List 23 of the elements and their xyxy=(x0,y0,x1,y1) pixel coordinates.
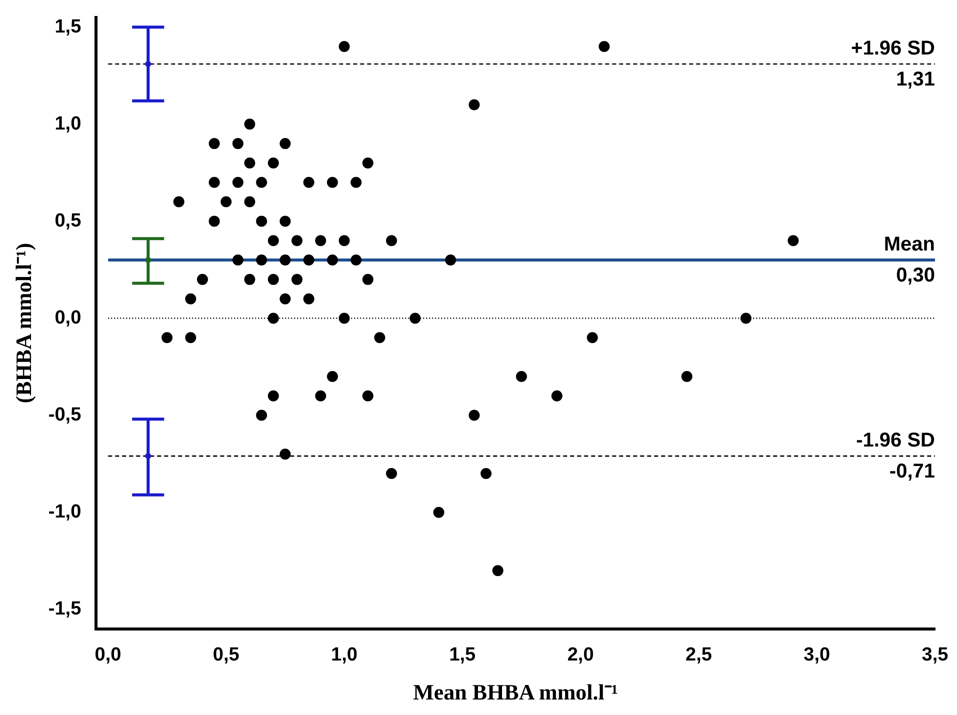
y-tick-label: 1,5 xyxy=(54,16,82,38)
y-axis-title: (BHBA mmol.l⁻¹) xyxy=(10,242,36,404)
annotation: 0,30 xyxy=(896,264,935,287)
ref-line-label: +1.96 SD xyxy=(851,38,935,60)
x-axis-title: Mean BHBA mmol.l⁻¹ xyxy=(413,679,618,704)
ref-line-label: Mean xyxy=(884,234,935,256)
annotation: 1,31 xyxy=(896,68,935,90)
x-tick-label: 2,0 xyxy=(567,644,594,666)
y-tick-label: -1,5 xyxy=(48,598,82,620)
y-tick-label: 0,5 xyxy=(54,210,82,232)
y-tick-label: -1,0 xyxy=(48,502,82,523)
x-tick-label: 3,0 xyxy=(804,644,830,666)
ref-line-label: -1.96 SD xyxy=(856,430,935,452)
y-tick-label: 0,0 xyxy=(54,307,82,328)
y-tick-label: -0,5 xyxy=(48,404,82,426)
x-tick-label: 0,5 xyxy=(212,644,240,666)
x-tick-label: 1,5 xyxy=(449,644,476,666)
y-tick-label: 1,0 xyxy=(54,113,82,134)
x-tick-label: 0,0 xyxy=(94,644,122,666)
x-tick-label: 3,5 xyxy=(922,644,949,666)
x-tick-label: 1,0 xyxy=(331,644,358,666)
annotation: -0,71 xyxy=(889,460,935,483)
x-tick-label: 2,5 xyxy=(685,644,712,666)
